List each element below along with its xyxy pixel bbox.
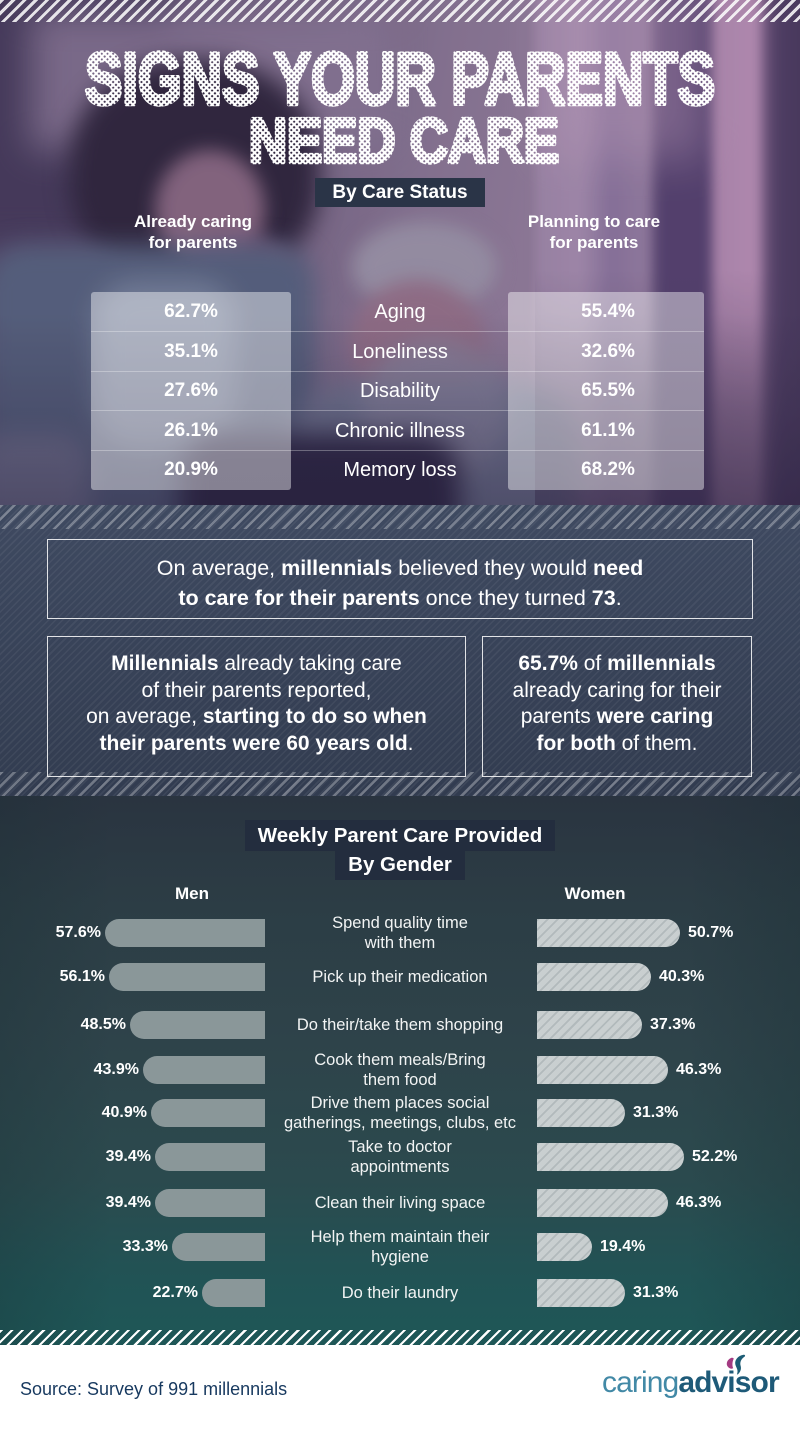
svg-text:SIGNS YOUR PARENTS: SIGNS YOUR PARENTS <box>85 39 715 120</box>
svg-text:NEED CARE: NEED CARE <box>249 107 559 176</box>
